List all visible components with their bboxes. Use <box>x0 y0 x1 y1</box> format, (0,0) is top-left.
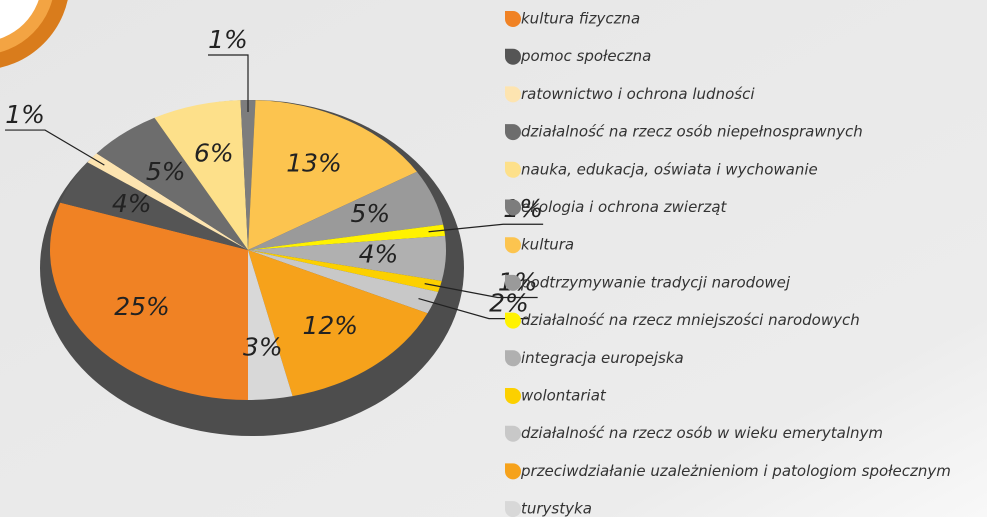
slice-label: 3% <box>243 332 283 361</box>
pie-slice <box>49 202 248 400</box>
leader-line <box>5 129 105 166</box>
legend-label: pomoc społeczna <box>520 47 651 65</box>
legend-swatch <box>505 199 521 216</box>
legend-swatch <box>505 11 521 27</box>
legend-label: działalność na rzecz osób niepełnosprawn… <box>521 123 863 141</box>
pie-slice <box>248 235 446 282</box>
pie-slice <box>248 250 442 293</box>
legend-swatch <box>505 501 521 517</box>
legend-swatch <box>505 425 521 442</box>
legend-swatch <box>505 124 521 141</box>
legend-label: kultura <box>521 236 574 254</box>
legend-label: przeciwdziałanie uzależnieniom i patolog… <box>520 462 951 480</box>
legend-label: turystyka <box>521 500 592 517</box>
slice-label: 5% <box>146 157 186 186</box>
leader-line <box>424 283 538 299</box>
pie-slice <box>96 117 249 251</box>
slice-label: 5% <box>350 199 390 228</box>
pie-slice <box>248 100 417 250</box>
legend-label: wolontariat <box>521 387 607 405</box>
pie-slice <box>154 100 248 250</box>
legend-label: kultura fizyczna <box>521 10 640 28</box>
legend-label: integracja europejska <box>521 349 684 367</box>
legend-swatch <box>505 274 521 291</box>
slice-label: 25% <box>114 292 170 321</box>
legend-label: działalność na rzecz osób w wieku emeryt… <box>521 424 883 442</box>
legend-swatch <box>505 237 521 254</box>
decor-circle <box>0 0 39 39</box>
legend-label: ekologia i ochrona zwierząt <box>521 198 728 216</box>
pie-slice <box>248 250 293 400</box>
slice-label: 13% <box>286 149 342 178</box>
legend-swatch <box>505 161 521 178</box>
pie-slice <box>248 171 444 250</box>
slice-label: 1% <box>5 100 45 129</box>
legend-label: podtrzymywanie tradycji narodowej <box>520 273 791 291</box>
legend-swatch <box>505 312 521 329</box>
slice-label: 1% <box>208 25 248 54</box>
leader-line <box>208 54 249 112</box>
pie-slice <box>60 162 249 250</box>
slice-label: 6% <box>194 138 234 167</box>
legend-swatch <box>505 463 521 480</box>
pie: 25%4%1%5%6%1%13%5%1%4%1%2%12%3% <box>5 25 544 400</box>
legend-swatch <box>505 48 521 65</box>
legend-label: ratownictwo i ochrona ludności <box>521 85 755 103</box>
legend-label: działalność na rzecz mniejszości narodow… <box>521 311 860 329</box>
legend-swatch <box>505 86 521 103</box>
slice-label: 4% <box>112 189 152 218</box>
pie-slice <box>87 153 248 250</box>
pie-slice <box>248 250 439 314</box>
legend-label: nauka, edukacja, oświata i wychowanie <box>521 160 818 178</box>
legend: kultura fizyczna pomoc społeczna ratownict… <box>505 10 951 517</box>
slice-label: 4% <box>359 240 399 269</box>
legend-swatch <box>505 388 521 404</box>
pie-slice <box>240 100 256 250</box>
leader-line <box>428 223 544 233</box>
legend-swatch <box>505 350 521 367</box>
pie-slice <box>248 224 446 250</box>
pie-slice <box>248 250 428 397</box>
slice-label: 12% <box>303 311 359 340</box>
